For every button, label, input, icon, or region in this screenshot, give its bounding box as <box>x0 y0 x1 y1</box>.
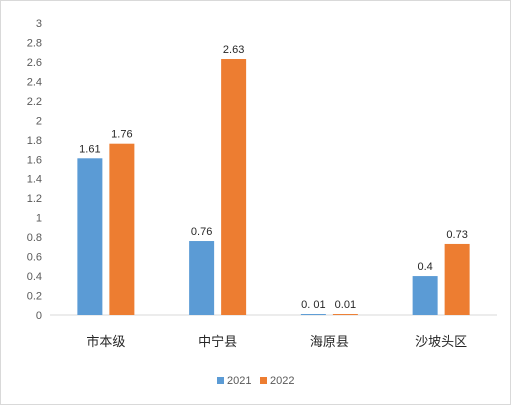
data-label: 0. 01 <box>301 299 325 311</box>
y-tick-label: 2.4 <box>27 76 42 88</box>
data-label: 1.76 <box>111 129 132 141</box>
data-label: 0.73 <box>446 229 467 241</box>
bar-2022-2 <box>332 314 358 315</box>
legend-swatch <box>260 377 267 384</box>
y-tick-label: 2.8 <box>27 37 42 49</box>
bar-2022-1 <box>221 59 247 315</box>
data-label: 2.63 <box>223 44 244 56</box>
data-label: 0.01 <box>335 299 356 311</box>
y-tick-label: 2 <box>36 115 42 127</box>
y-tick-label: 3 <box>36 18 42 30</box>
y-tick-label: 2.2 <box>27 96 42 108</box>
y-tick-label: 1.2 <box>27 193 42 205</box>
y-tick-label: 1.4 <box>27 174 42 186</box>
legend-label: 2022 <box>270 375 294 387</box>
y-tick-label: 0 <box>36 310 42 322</box>
y-tick-label: 0.6 <box>27 252 42 264</box>
data-label: 0.4 <box>417 261 432 273</box>
bar-2022-3 <box>444 243 470 315</box>
y-tick-label: 1.8 <box>27 135 42 147</box>
bar-2021-1 <box>189 241 215 315</box>
legend-swatch <box>217 377 224 384</box>
bar-2022-0 <box>109 143 135 315</box>
y-tick-label: 1.6 <box>27 154 42 166</box>
y-tick-label: 0.8 <box>27 232 42 244</box>
y-tick-label: 1 <box>36 213 42 225</box>
data-label: 0.76 <box>191 226 212 238</box>
bar-2021-3 <box>412 276 438 315</box>
bar-2021-0 <box>77 158 103 315</box>
x-category-label: 海原县 <box>310 335 349 350</box>
x-category-label: 中宁县 <box>198 334 237 350</box>
y-tick-label: 0.2 <box>27 291 42 303</box>
bar-2021-2 <box>300 314 326 315</box>
x-category-label: 市本级 <box>86 334 125 350</box>
x-category-label: 沙坡头区 <box>415 335 467 350</box>
y-tick-label: 0.4 <box>27 271 42 283</box>
legend-label: 2021 <box>227 375 251 387</box>
data-label: 1.61 <box>79 143 100 155</box>
y-tick-label: 2.6 <box>27 57 42 69</box>
